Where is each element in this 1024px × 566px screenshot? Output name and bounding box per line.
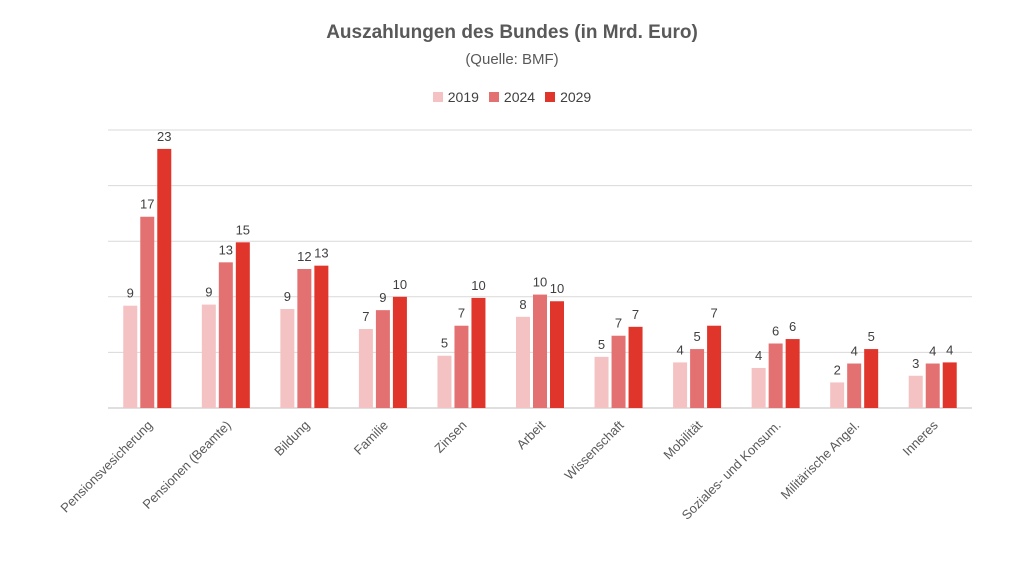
data-label: 6 bbox=[772, 324, 779, 339]
data-label: 5 bbox=[693, 329, 700, 344]
bar-2029 bbox=[392, 296, 407, 408]
bar-2019 bbox=[280, 309, 295, 408]
chart-title: Auszahlungen des Bundes (in Mrd. Euro) bbox=[326, 22, 698, 43]
data-label: 7 bbox=[710, 306, 717, 321]
data-label: 9 bbox=[284, 289, 291, 304]
category-label: Mobilität bbox=[660, 417, 705, 462]
data-label: 9 bbox=[205, 285, 212, 300]
category-label: Arbeit bbox=[513, 417, 548, 452]
legend-item-2019: 2019 bbox=[432, 89, 479, 105]
data-label: 17 bbox=[140, 197, 154, 212]
bar-2019 bbox=[437, 355, 452, 408]
bar-2019 bbox=[751, 367, 766, 408]
data-label: 10 bbox=[471, 278, 485, 293]
legend-item-2029: 2029 bbox=[545, 89, 591, 105]
bar-2019 bbox=[358, 329, 373, 408]
data-label: 2 bbox=[834, 362, 841, 377]
data-label: 5 bbox=[598, 337, 605, 352]
bar-2029 bbox=[864, 349, 879, 408]
data-label: 7 bbox=[632, 307, 639, 322]
data-label: 7 bbox=[362, 309, 369, 324]
data-label: 9 bbox=[127, 286, 134, 301]
data-label: 7 bbox=[615, 316, 622, 331]
data-label: 12 bbox=[297, 249, 311, 264]
legend-label-2029: 2029 bbox=[560, 89, 592, 105]
data-label: 13 bbox=[219, 242, 233, 257]
bar-2024 bbox=[297, 269, 312, 408]
bar-2024 bbox=[847, 363, 862, 408]
data-label: 8 bbox=[519, 297, 526, 312]
category-label: Wissenschaft bbox=[561, 417, 627, 483]
chart-subtitle: (Quelle: BMF) bbox=[465, 51, 559, 68]
data-label: 5 bbox=[868, 329, 875, 344]
bar-2029 bbox=[314, 265, 329, 408]
data-label: 6 bbox=[789, 319, 796, 334]
data-label: 10 bbox=[533, 275, 547, 290]
category-label: Familie bbox=[351, 418, 391, 458]
bar-2029 bbox=[550, 301, 564, 408]
bar-2029 bbox=[157, 148, 172, 409]
data-label: 13 bbox=[314, 246, 328, 261]
data-label: 10 bbox=[550, 281, 564, 296]
data-label: 4 bbox=[929, 344, 936, 359]
bar-2024 bbox=[375, 310, 390, 408]
data-label: 15 bbox=[236, 222, 250, 237]
bar-2029 bbox=[628, 326, 643, 408]
bar-2029 bbox=[471, 297, 486, 408]
data-label: 4 bbox=[851, 344, 858, 359]
category-label: Bildung bbox=[271, 418, 312, 459]
bar-2024 bbox=[454, 325, 469, 408]
bar-2019 bbox=[594, 356, 609, 408]
category-label: Militärische Angel. bbox=[778, 418, 863, 503]
legend-swatch-2019 bbox=[432, 92, 443, 102]
category-label: Zinsen bbox=[431, 418, 469, 456]
data-label: 5 bbox=[441, 336, 448, 351]
data-label: 3 bbox=[912, 356, 919, 371]
bar-2024 bbox=[140, 216, 155, 408]
legend: 2019 2024 2029 bbox=[0, 89, 1024, 105]
legend-label-2019: 2019 bbox=[447, 89, 479, 105]
data-label: 7 bbox=[458, 306, 465, 321]
bar-2024 bbox=[218, 262, 233, 408]
category-label: Inneres bbox=[900, 417, 942, 459]
bar-2024 bbox=[533, 294, 547, 408]
bar-2019 bbox=[908, 375, 923, 408]
bar-2024 bbox=[690, 349, 705, 408]
legend-swatch-2024 bbox=[488, 92, 499, 102]
bar-2029 bbox=[235, 242, 250, 408]
data-label: 4 bbox=[755, 348, 762, 363]
bar-2019 bbox=[123, 305, 138, 408]
bar-2024 bbox=[925, 363, 940, 408]
data-label: 23 bbox=[157, 129, 171, 144]
bar-2019 bbox=[830, 382, 845, 408]
bar-2019 bbox=[673, 362, 688, 408]
data-label: 4 bbox=[946, 342, 953, 357]
bar-2019 bbox=[516, 316, 530, 408]
category-label: Pensionen (Beamte) bbox=[140, 418, 234, 512]
data-label: 4 bbox=[676, 342, 683, 357]
bar-2029 bbox=[942, 362, 957, 408]
legend-label-2024: 2024 bbox=[503, 89, 536, 105]
data-label: 9 bbox=[379, 290, 386, 305]
legend-item-2024: 2024 bbox=[488, 89, 536, 105]
data-label: 10 bbox=[393, 277, 407, 292]
legend-swatch-2029 bbox=[545, 92, 556, 102]
bar-2029 bbox=[707, 325, 722, 408]
bar-2029 bbox=[785, 339, 800, 408]
bar-2024 bbox=[768, 343, 783, 408]
bar-2019 bbox=[201, 304, 216, 408]
bar-2024 bbox=[611, 335, 626, 408]
